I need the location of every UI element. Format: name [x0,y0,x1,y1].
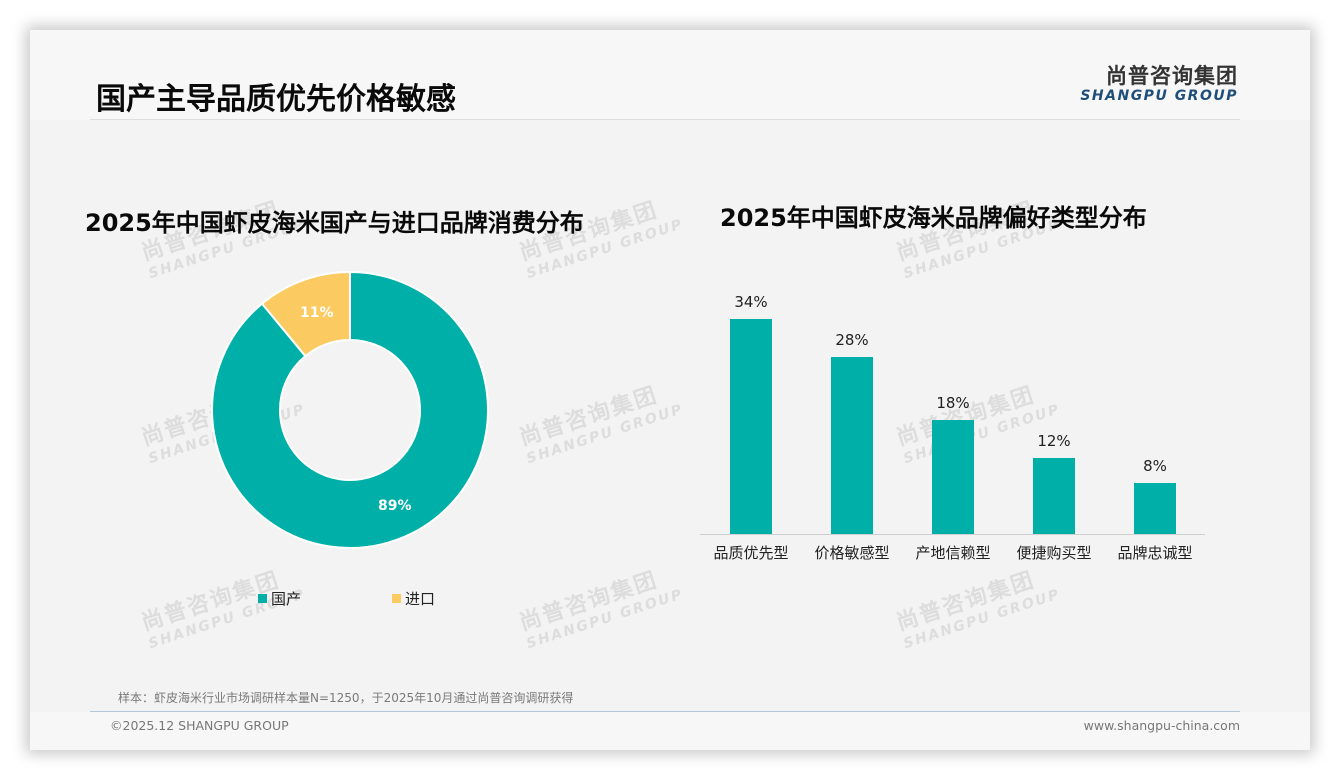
bar-category-label: 价格敏感型 [814,544,890,562]
footer-divider [90,711,1240,712]
bar-chart-title: 2025年中国虾皮海米品牌偏好类型分布 [720,204,1147,232]
bar-2 [831,357,873,534]
website-link[interactable]: www.shangpu-china.com [1083,718,1240,733]
legend-item-domestic: 国产 [258,588,301,609]
logo-en-text: SHANGPU GROUP [1080,88,1238,104]
legend-label: 进口 [405,590,436,608]
legend-swatch-teal [258,594,267,603]
logo-cn-text: 尚普咨询集团 [1106,64,1238,88]
bar-1 [730,319,772,534]
footer-band [30,712,1310,750]
copyright-text: ©2025.12 SHANGPU GROUP [110,718,289,733]
page-title: 国产主导品质优先价格敏感 [96,82,456,117]
x-axis-line [700,534,1205,535]
sample-note: 样本：虾皮海米行业市场调研样本量N=1250，于2025年10月通过尚普咨询调研… [118,691,574,705]
bar-3 [932,420,974,534]
legend-label: 国产 [271,590,302,608]
donut-chart: 89% 11% [210,270,490,550]
bar-category-label: 品牌忠诚型 [1117,544,1193,562]
donut-label-imported: 11% [300,305,334,321]
slide: 国产主导品质优先价格敏感 尚普咨询集团 SHANGPU GROUP 尚普咨询集团… [30,30,1310,750]
bar-value-label: 12% [1037,432,1071,450]
legend-swatch-yellow [392,594,401,603]
legend-item-imported: 进口 [392,588,435,609]
header-divider [90,119,1240,120]
bar-category-label: 便捷购买型 [1016,544,1092,562]
donut-label-domestic: 89% [378,498,412,514]
bar-value-label: 28% [835,331,869,349]
header-band [30,30,1310,120]
bar-5 [1134,483,1176,534]
donut-chart-title: 2025年中国虾皮海米国产与进口品牌消费分布 [85,209,584,237]
bar-value-label: 8% [1143,457,1167,475]
bar-chart: 34% 品质优先型 28% 价格敏感型 18% 产地信赖型 12% 便捷购买型 8% 品牌忠诚型 [700,285,1210,575]
company-logo: 尚普咨询集团 SHANGPU GROUP [1080,64,1238,104]
bar-category-label: 品质优先型 [713,544,789,562]
bar-value-label: 34% [734,293,768,311]
bar-value-label: 18% [936,394,970,412]
donut-slice-imported [260,270,351,358]
bar-category-label: 产地信赖型 [915,544,991,562]
bar-4 [1033,458,1075,534]
donut-slice-domestic [211,270,489,549]
